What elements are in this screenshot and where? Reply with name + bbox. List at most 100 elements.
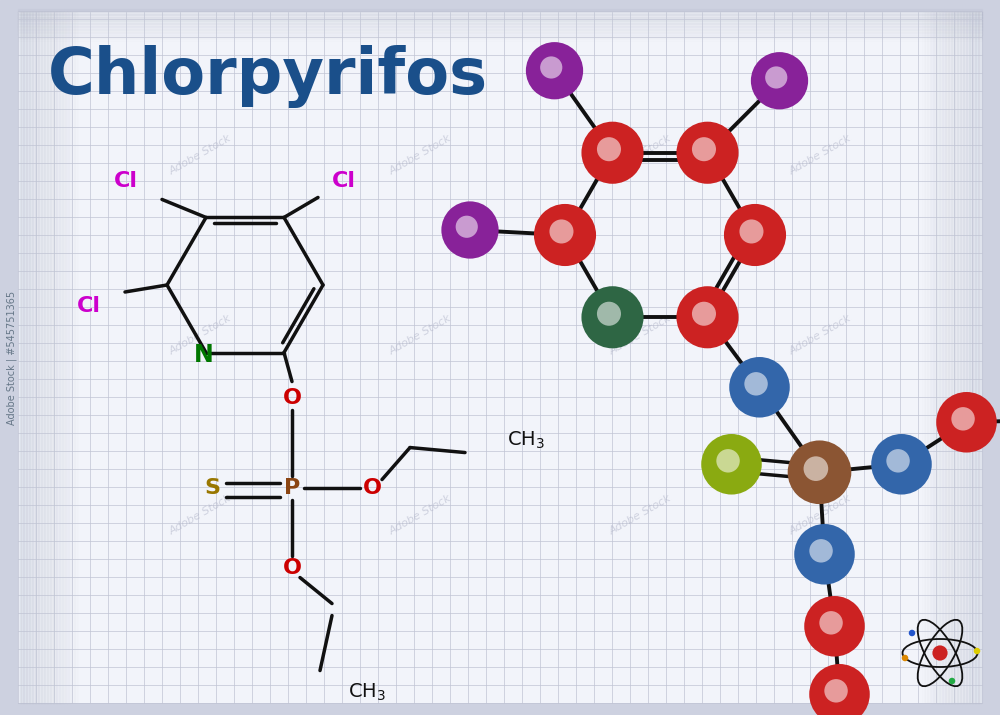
Bar [60, 12, 63, 703]
Bar [30, 12, 33, 703]
Text: Adobe Stock: Adobe Stock [167, 313, 233, 357]
Bar [46, 12, 50, 703]
Bar [22, 12, 26, 703]
Bar [18, 15, 982, 18]
Point [894, 458, 910, 470]
Bar [18, 27, 982, 30]
Point [700, 312, 716, 323]
Text: Adobe Stock: Adobe Stock [607, 493, 673, 537]
Bar [922, 12, 925, 703]
Point [752, 382, 768, 393]
Bar [962, 12, 966, 703]
Bar [48, 12, 51, 703]
Bar [18, 16, 982, 19]
Bar [948, 12, 950, 703]
Text: Adobe Stock: Adobe Stock [167, 493, 233, 537]
Bar [979, 12, 982, 703]
Bar [18, 34, 982, 37]
Point [932, 647, 948, 659]
Bar [42, 12, 45, 703]
Bar [18, 26, 982, 29]
Bar [972, 12, 974, 703]
Bar [955, 12, 958, 703]
Text: O: O [362, 478, 382, 498]
Point [604, 312, 620, 323]
Bar [68, 12, 70, 703]
Text: Chlorpyrifos: Chlorpyrifos [48, 46, 488, 109]
Bar [70, 12, 74, 703]
Bar [18, 30, 982, 33]
Bar [940, 12, 943, 703]
Bar [51, 12, 54, 703]
Bar [20, 12, 22, 703]
Bar [45, 12, 48, 703]
Bar [964, 12, 967, 703]
Bar [58, 12, 62, 703]
Point [601, 144, 617, 155]
Bar [40, 12, 44, 703]
Bar [961, 12, 964, 703]
Bar [26, 12, 28, 703]
Bar [57, 12, 60, 703]
Point [604, 147, 620, 159]
Point [832, 689, 848, 700]
Text: Cl: Cl [332, 172, 356, 192]
Bar [18, 36, 982, 39]
Text: Adobe Stock: Adobe Stock [387, 493, 453, 537]
Point [826, 621, 842, 632]
Text: S: S [204, 478, 220, 498]
Text: Adobe Stock: Adobe Stock [787, 133, 853, 177]
Point [747, 230, 763, 241]
Point [462, 225, 478, 236]
Text: O: O [283, 388, 302, 408]
Bar [976, 12, 979, 703]
Bar [974, 12, 978, 703]
Point [720, 455, 736, 467]
Bar [39, 12, 42, 703]
Bar [33, 12, 36, 703]
Bar [960, 12, 962, 703]
Point [828, 685, 844, 696]
Bar [62, 12, 64, 703]
Bar [952, 12, 955, 703]
Bar [932, 12, 936, 703]
Bar [949, 12, 952, 703]
Bar [18, 12, 21, 703]
Bar [934, 12, 937, 703]
Point [601, 308, 617, 320]
Point [904, 627, 920, 638]
Point [696, 144, 712, 155]
Bar [56, 12, 58, 703]
FancyBboxPatch shape [18, 12, 982, 703]
Text: Adobe Stock: Adobe Stock [387, 133, 453, 177]
Bar [943, 12, 946, 703]
Point [768, 72, 784, 83]
Bar [18, 22, 982, 26]
Bar [75, 12, 78, 703]
Bar [950, 12, 954, 703]
Bar [36, 12, 39, 703]
Bar [944, 12, 948, 703]
Text: Adobe Stock: Adobe Stock [387, 313, 453, 357]
Point [890, 455, 906, 467]
Point [812, 467, 828, 478]
Bar [973, 12, 976, 703]
Bar [942, 12, 944, 703]
Bar [958, 12, 961, 703]
Bar [34, 12, 38, 703]
Text: Adobe Stock: Adobe Stock [607, 133, 673, 177]
Bar [938, 12, 942, 703]
Point [743, 226, 759, 237]
Bar [18, 31, 982, 34]
Text: Adobe Stock: Adobe Stock [787, 493, 853, 537]
Point [546, 65, 562, 77]
Bar [18, 12, 982, 15]
Point [724, 458, 740, 470]
Bar [18, 37, 982, 41]
Point [969, 645, 985, 656]
Bar [74, 12, 76, 703]
Bar [968, 12, 972, 703]
Bar [44, 12, 46, 703]
Bar [18, 18, 982, 21]
Point [557, 230, 573, 241]
